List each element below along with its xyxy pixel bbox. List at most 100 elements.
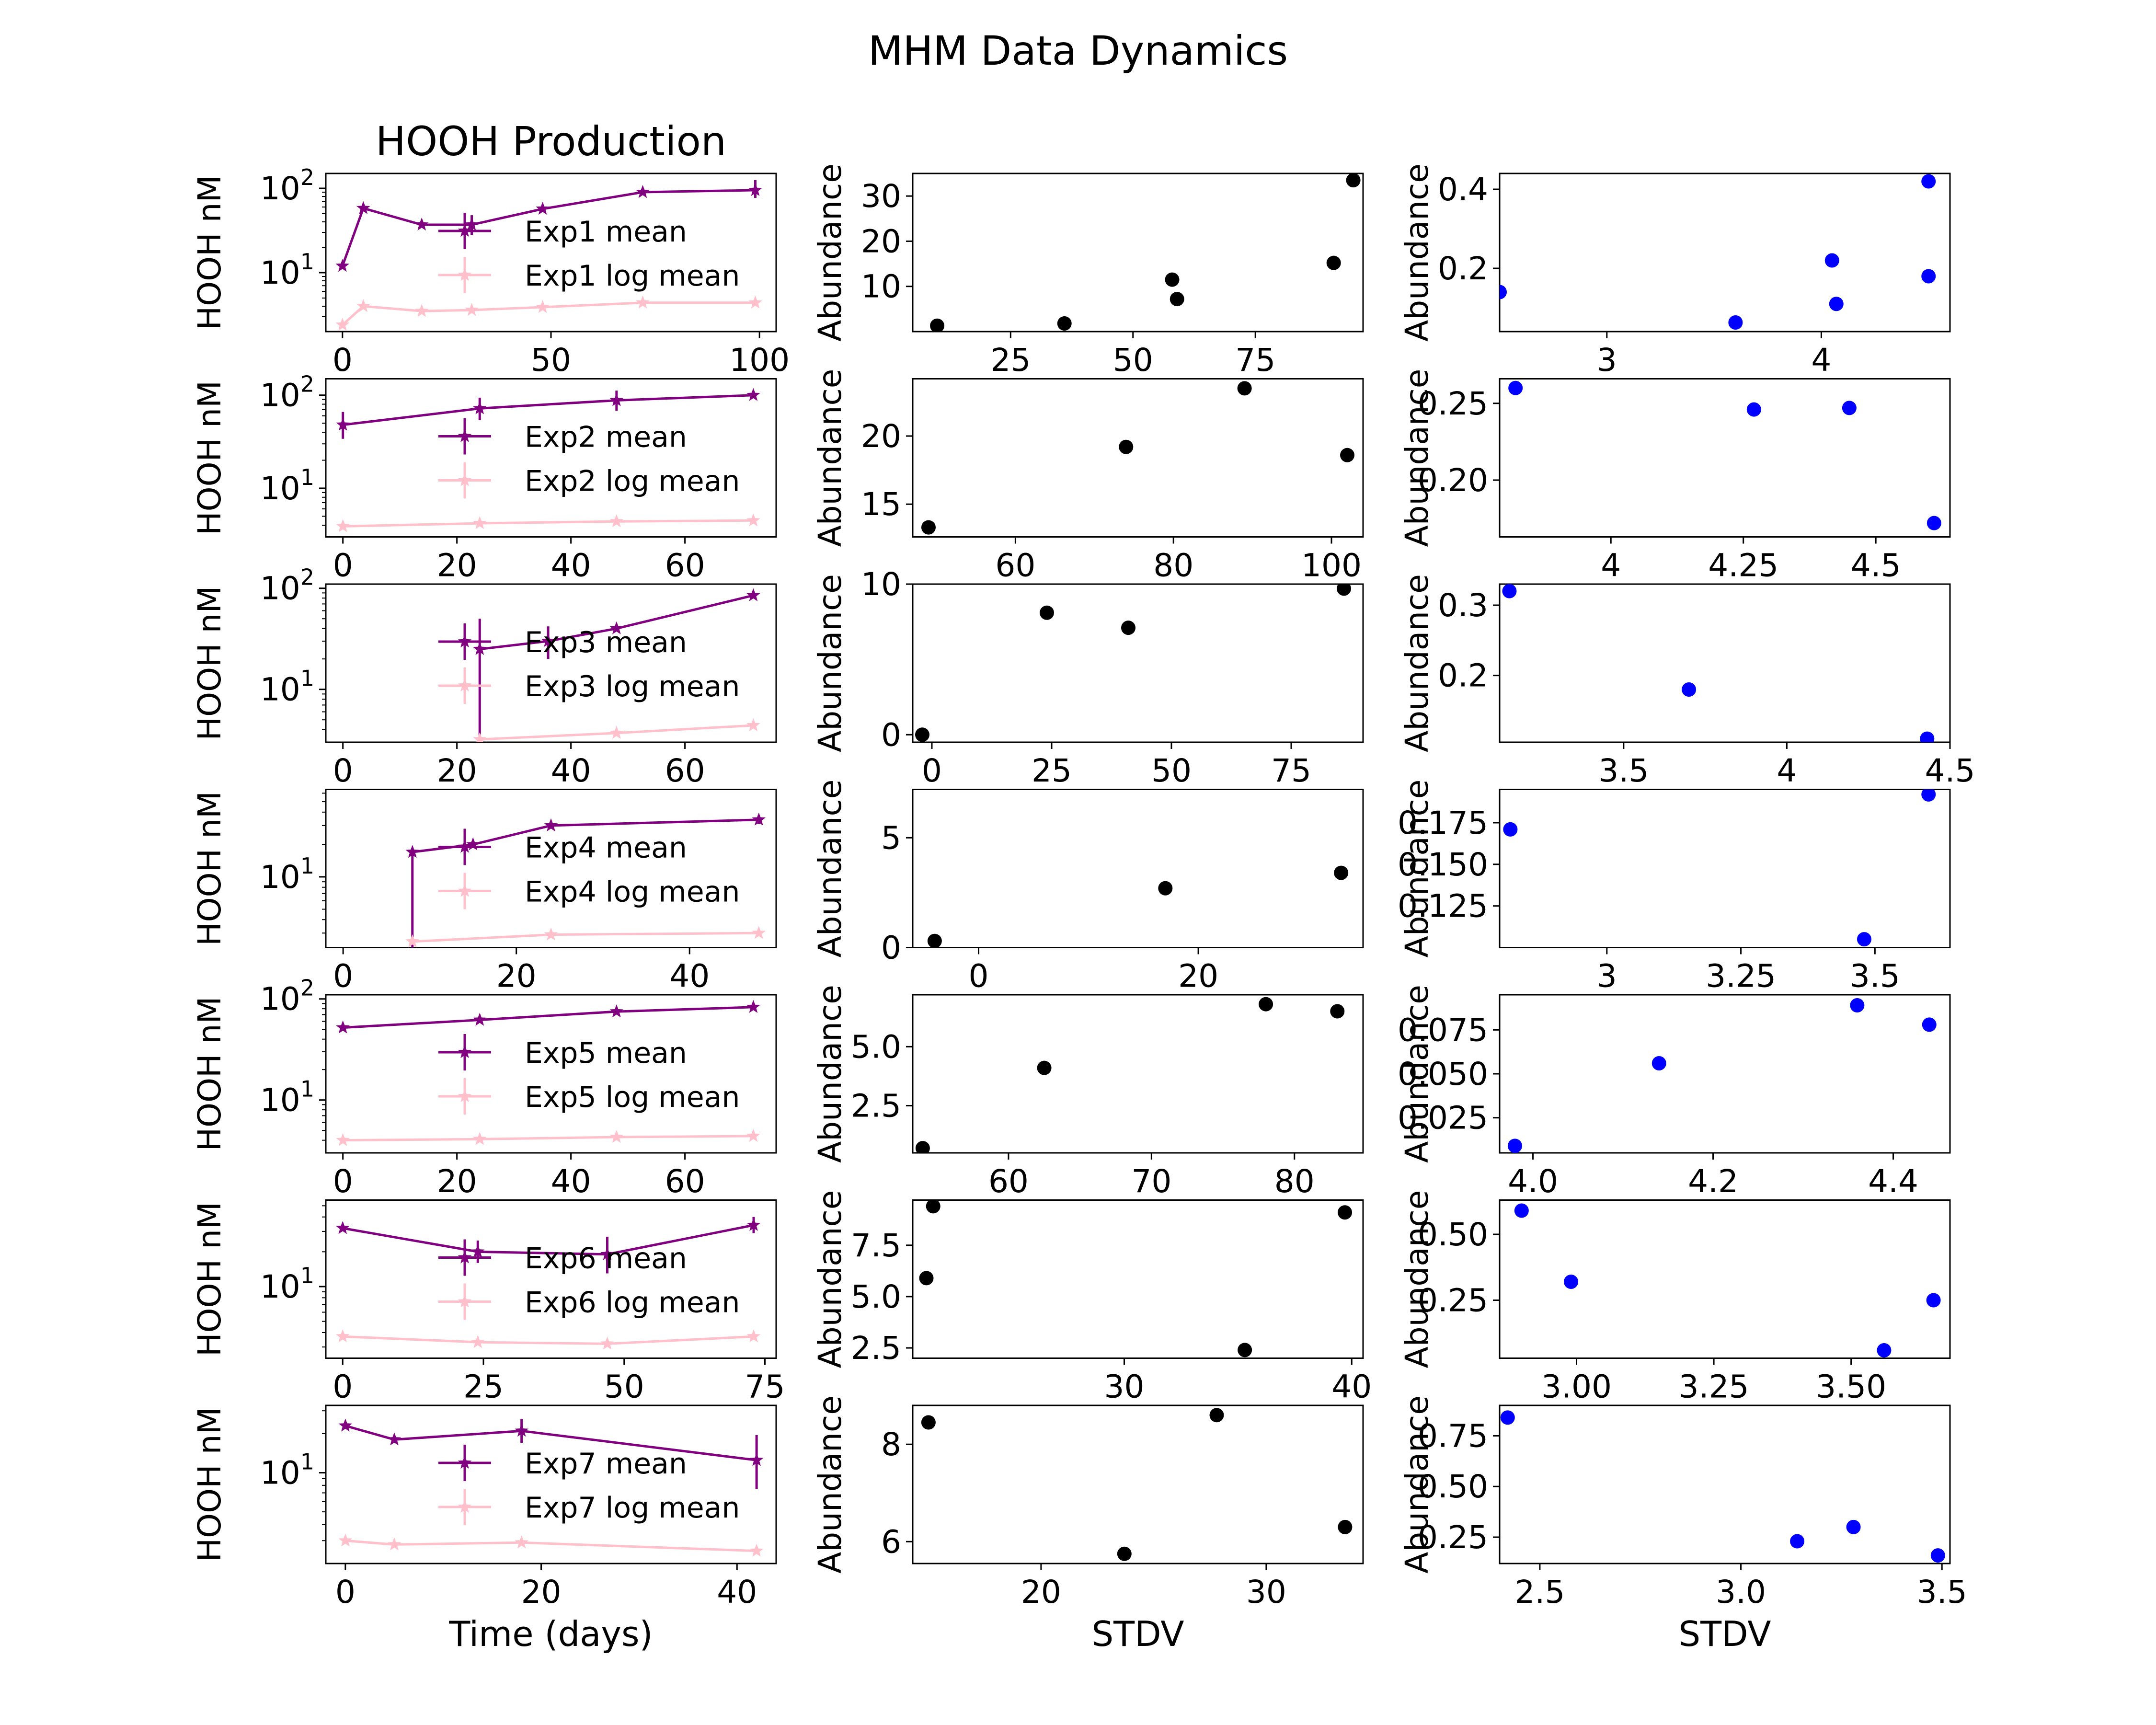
scatter-point: [1930, 1548, 1945, 1563]
data-point: [746, 1218, 761, 1231]
y-axis-label: Abundance: [1399, 985, 1435, 1163]
scatter-point: [1922, 1017, 1937, 1032]
y-tick-label: 101: [260, 249, 314, 291]
series-line: [345, 1425, 757, 1461]
scatter-point: [1338, 1205, 1353, 1220]
x-tick-label: 40: [669, 958, 710, 995]
series-line: [480, 594, 754, 651]
scatter-point: [1057, 316, 1072, 331]
series-line: [343, 1135, 754, 1142]
scatter-point: [1790, 1534, 1805, 1549]
legend-marker: [458, 840, 472, 853]
panel-18: 0 20 40 101 HOOH nM Time (days) Exp7 mean Exp7 …: [191, 1404, 777, 1654]
axes-frame: [912, 378, 1364, 538]
y-tick-label: 0.3: [1438, 587, 1488, 624]
y-axis-label: Abundance: [1399, 1395, 1435, 1574]
scatter-point: [1877, 1343, 1892, 1357]
series-line: [343, 1335, 754, 1345]
scatter-point: [1651, 1056, 1666, 1070]
axes-frame: [1499, 583, 1951, 743]
x-tick-label: 20: [1021, 1574, 1061, 1610]
legend-label: Exp3 log mean: [525, 670, 740, 703]
y-tick-label: 101: [260, 853, 314, 896]
data-point: [387, 1537, 401, 1551]
plot-area: [1508, 380, 1941, 530]
x-tick-label: 3: [1597, 342, 1617, 379]
scatter-point: [921, 1415, 936, 1430]
y-tick-label: 0.4: [1438, 171, 1488, 208]
scatter-point: [1346, 173, 1361, 188]
data-point: [336, 1221, 350, 1234]
legend-label: Exp1 log mean: [525, 259, 740, 293]
x-tick-label: 3.25: [1706, 958, 1776, 995]
plot-area: [336, 388, 760, 532]
x-tick-label: 0: [922, 752, 942, 789]
x-tick-label: 0: [335, 1574, 356, 1610]
axes-frame: [325, 378, 777, 538]
x-axis-label: STDV: [1091, 1614, 1184, 1654]
y-tick-label: 8: [881, 1426, 901, 1463]
series-line: [412, 818, 759, 853]
scatter-point: [1165, 272, 1180, 287]
series-line: [345, 1539, 757, 1552]
y-tick-label: 7.5: [851, 1227, 901, 1264]
y-tick-label: 0.20: [1418, 462, 1488, 499]
legend-label: Exp2 log mean: [525, 465, 740, 498]
x-tick-label: 0: [333, 958, 353, 995]
data-point: [387, 1432, 401, 1446]
y-tick-label: 10: [861, 268, 901, 305]
data-point: [515, 1535, 528, 1549]
plot-area: [336, 1217, 761, 1350]
x-tick-label: 25: [1032, 752, 1072, 789]
scatter-point: [927, 933, 942, 948]
legend-marker: [458, 1500, 472, 1513]
data-point: [465, 218, 479, 231]
axes-frame: [912, 1404, 1364, 1564]
scatter-point: [1824, 253, 1839, 268]
axes-frame: [1499, 1404, 1951, 1564]
data-point: [752, 812, 766, 826]
scatter-point: [1842, 401, 1857, 415]
scatter-point: [1209, 1408, 1224, 1423]
legend-marker: [458, 429, 472, 442]
x-tick-label: 60: [665, 1163, 705, 1200]
data-point: [609, 621, 624, 634]
legend-label: Exp1 mean: [525, 215, 687, 249]
y-tick-label: 101: [260, 1076, 314, 1119]
scatter-point: [1500, 285, 1507, 299]
y-axis-label: HOOH nM: [191, 1407, 228, 1562]
y-tick-label: 101: [260, 1263, 314, 1305]
data-point: [749, 1453, 764, 1466]
data-point: [405, 934, 419, 948]
panel-1: 25 50 75 10 20 30 Abundance: [812, 163, 1364, 379]
legend-marker: [458, 224, 472, 237]
data-point: [541, 634, 555, 647]
y-tick-label: 5: [881, 819, 901, 856]
x-tick-label: 0: [969, 958, 989, 995]
y-tick-label: 0.050: [1398, 1056, 1488, 1092]
y-axis-label: Abundance: [1399, 163, 1435, 342]
data-point: [338, 1418, 353, 1432]
legend-marker: [458, 268, 472, 281]
data-point: [544, 818, 558, 831]
y-tick-label: 0.2: [1438, 657, 1488, 694]
axes-frame: [912, 172, 1364, 333]
data-point: [609, 1004, 624, 1018]
axes-frame: [325, 583, 777, 743]
x-tick-label: 4.5: [1925, 752, 1975, 789]
scatter-point: [1508, 380, 1523, 395]
y-tick-label: 101: [260, 464, 314, 507]
y-tick-label: 20: [861, 223, 901, 260]
y-axis-label: HOOH nM: [191, 175, 228, 330]
data-point: [748, 295, 762, 309]
plot-area: [1500, 174, 1936, 330]
scatter-point: [1503, 822, 1518, 837]
legend-marker: [458, 473, 472, 486]
legend-label: Exp4 log mean: [525, 875, 740, 909]
x-tick-label: 4: [1777, 752, 1797, 789]
y-axis-label: Abundance: [1399, 369, 1435, 547]
data-point: [746, 513, 760, 527]
